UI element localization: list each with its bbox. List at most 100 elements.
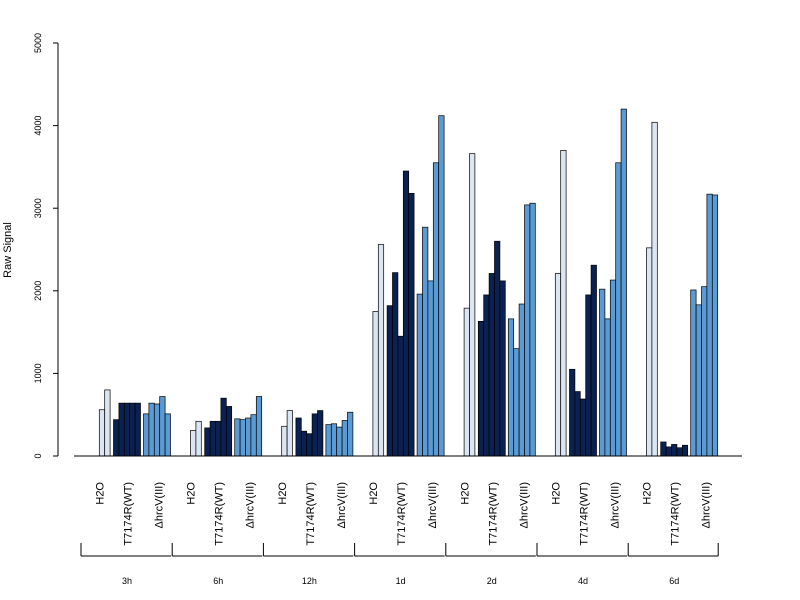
bar: [286, 410, 293, 457]
bar: [190, 430, 197, 457]
bar: [330, 423, 338, 457]
category-label: H2O: [459, 482, 471, 505]
bar: [325, 424, 332, 457]
category-labels: H2O T7174R(WT) ΔhrcV(III) H2O T7174R(WT) Δhrc…: [95, 482, 713, 546]
bar: [281, 425, 288, 457]
bar: [195, 420, 202, 457]
bar: [341, 420, 348, 457]
bar: [234, 418, 241, 457]
y-tick-label: 3000: [33, 198, 43, 218]
bar: [204, 427, 211, 457]
category-label: ΔhrcV(III): [427, 482, 439, 528]
bar: [347, 411, 354, 457]
bar: [427, 280, 434, 457]
bar: [469, 153, 476, 457]
bar: [416, 293, 423, 457]
category-label: H2O: [642, 482, 654, 505]
time-label: 6d: [669, 576, 679, 586]
bar: [529, 202, 536, 457]
bar: [372, 311, 379, 457]
y-tick-label: 1000: [33, 363, 43, 383]
bar: [579, 398, 587, 457]
bar: [311, 413, 318, 457]
bar: [118, 402, 125, 457]
bar: [569, 368, 576, 457]
bar: [209, 420, 216, 457]
bar: [392, 272, 399, 457]
bar: [660, 441, 667, 457]
bars: [98, 108, 719, 457]
bar: [306, 433, 313, 457]
bar: [599, 288, 606, 457]
time-brackets: 3h 6h 12h 1d 2d 4d 6d: [80, 543, 719, 586]
bar: [507, 318, 515, 457]
bar: [676, 447, 683, 457]
bar: [386, 305, 393, 457]
bar: [250, 414, 257, 457]
y-axis: 0 1000 2000 3000 4000 5000: [33, 33, 59, 459]
time-label: 4d: [578, 576, 588, 586]
bar: [620, 108, 627, 457]
time-label: 2d: [487, 576, 497, 586]
bar: [215, 420, 222, 457]
category-label: H2O: [95, 482, 107, 505]
category-label: T7174R(WT): [123, 482, 135, 546]
category-label: ΔhrcV(III): [245, 482, 257, 528]
y-tick-label: 4000: [33, 116, 43, 136]
bar: [706, 193, 713, 457]
category-label: H2O: [551, 482, 563, 505]
bar: [239, 419, 246, 457]
bar: [245, 417, 252, 457]
bar: [499, 280, 506, 457]
category-label: ΔhrcV(III): [610, 482, 622, 528]
category-label: ΔhrcV(III): [701, 482, 713, 528]
category-label: T7174R(WT): [579, 482, 591, 546]
category-label: H2O: [368, 482, 380, 505]
bar: [518, 303, 525, 457]
bar: [477, 321, 485, 457]
category-label: ΔhrcV(III): [336, 482, 348, 528]
bar: [153, 403, 161, 457]
bar: [129, 402, 136, 457]
time-label: 6h: [213, 576, 223, 586]
category-label: T7174R(WT): [305, 482, 317, 546]
bar: [483, 294, 490, 457]
bar: [408, 192, 415, 457]
y-tick-label: 5000: [33, 33, 43, 53]
category-label: T7174R(WT): [487, 482, 499, 546]
bar: [711, 194, 719, 457]
bar: [560, 150, 567, 457]
bar: [590, 264, 597, 457]
bar: [604, 318, 611, 457]
bar: [432, 162, 440, 457]
bar: [143, 413, 150, 457]
bar: [651, 121, 658, 457]
bar: [255, 396, 263, 457]
bar: [98, 409, 106, 457]
bar: [609, 279, 617, 457]
category-label: H2O: [186, 482, 198, 505]
category-label: T7174R(WT): [214, 482, 226, 546]
bar: [488, 273, 495, 457]
time-label: 12h: [302, 576, 317, 586]
bar: [300, 430, 308, 457]
y-tick-label: 2000: [33, 281, 43, 301]
category-label: T7174R(WT): [670, 482, 682, 546]
bar: [377, 244, 385, 457]
bar: [336, 426, 343, 457]
category-label: H2O: [277, 482, 289, 505]
bar: [123, 402, 131, 457]
bar: [220, 397, 227, 457]
bar: [104, 389, 111, 457]
bar: [701, 286, 708, 457]
bar: [513, 348, 520, 457]
bar: [164, 413, 171, 457]
category-label: T7174R(WT): [396, 482, 408, 546]
bar: [615, 162, 622, 457]
bar: [463, 307, 470, 457]
bar: [574, 391, 581, 457]
bar: [695, 304, 702, 457]
bar: [134, 402, 141, 457]
bar: [317, 410, 324, 457]
